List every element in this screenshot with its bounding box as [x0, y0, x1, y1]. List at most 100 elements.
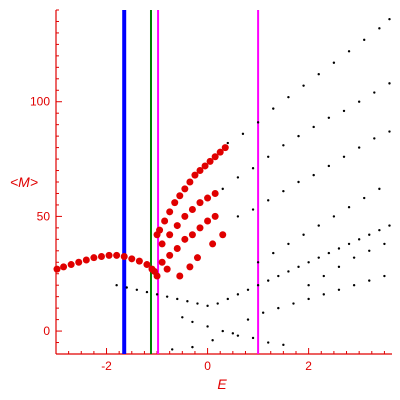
red-point — [75, 258, 83, 266]
black-point — [272, 107, 275, 110]
black-point — [327, 251, 331, 255]
black-point — [332, 61, 336, 64]
black-point — [165, 295, 169, 298]
black-point — [267, 279, 270, 282]
black-point — [337, 247, 341, 250]
y-tick-label: 0 — [43, 324, 50, 338]
red-point — [196, 224, 204, 232]
red-point — [171, 199, 179, 207]
red-point — [135, 257, 143, 265]
black-point — [171, 348, 174, 351]
black-point — [277, 306, 280, 310]
black-point — [267, 155, 270, 158]
black-point — [322, 274, 325, 278]
black-point — [378, 27, 381, 30]
axes — [55, 9, 392, 355]
black-point — [181, 316, 184, 319]
black-point — [256, 121, 260, 124]
red-point — [206, 157, 214, 165]
black-point — [337, 265, 341, 269]
y-axis-label: <M> — [10, 174, 38, 190]
black-point — [342, 155, 346, 158]
red-point — [219, 231, 227, 239]
red-point — [156, 226, 164, 234]
red-point — [196, 199, 204, 207]
black-point — [352, 284, 356, 287]
red-point — [186, 178, 194, 186]
red-point — [204, 194, 212, 202]
black-point — [186, 300, 189, 303]
black-point — [226, 141, 229, 145]
red-point — [113, 251, 121, 259]
red-point — [204, 217, 212, 225]
red-point — [97, 253, 105, 261]
data-points — [53, 17, 391, 351]
black-point — [327, 116, 331, 119]
red-point — [181, 185, 189, 193]
black-point — [312, 125, 315, 129]
red-point — [211, 212, 219, 220]
red-point — [60, 263, 68, 271]
red-point — [82, 256, 90, 264]
black-point — [297, 134, 300, 138]
black-point — [206, 325, 209, 328]
black-point — [196, 302, 199, 305]
black-point — [302, 84, 305, 87]
black-point — [231, 332, 235, 335]
red-point — [173, 222, 181, 230]
black-point — [256, 261, 260, 264]
red-point — [105, 251, 113, 259]
red-point — [163, 265, 171, 273]
black-point — [251, 167, 255, 170]
black-point — [191, 345, 194, 349]
red-point — [176, 192, 184, 200]
black-point — [251, 336, 255, 340]
y-tick-label: 100 — [30, 95, 50, 109]
red-point — [90, 254, 98, 262]
black-point — [373, 137, 376, 140]
red-point — [181, 235, 189, 243]
black-point — [287, 270, 290, 273]
red-point — [173, 245, 181, 253]
black-point — [226, 297, 229, 301]
black-point — [221, 329, 224, 333]
red-point — [211, 189, 219, 197]
black-point — [236, 334, 240, 337]
black-point — [388, 224, 391, 227]
black-point — [347, 50, 351, 53]
red-point — [201, 162, 209, 170]
red-point — [53, 265, 61, 273]
black-point — [383, 274, 386, 278]
x-tick-label: -2 — [101, 359, 112, 373]
y-tick-label: 50 — [37, 209, 51, 223]
red-point — [196, 167, 204, 175]
black-point — [272, 251, 275, 255]
black-point — [206, 304, 209, 308]
black-point — [145, 290, 149, 294]
black-point — [312, 173, 315, 177]
black-point — [297, 265, 300, 269]
red-point — [158, 258, 166, 266]
black-point — [115, 284, 118, 287]
black-point — [282, 144, 285, 147]
black-point — [388, 17, 391, 21]
red-point — [193, 254, 201, 262]
red-point — [143, 261, 151, 269]
black-point — [135, 288, 139, 291]
black-point — [363, 196, 366, 200]
red-point — [158, 240, 166, 248]
red-point — [153, 272, 161, 280]
black-point — [373, 91, 376, 94]
red-point — [120, 253, 128, 261]
red-point — [211, 153, 219, 161]
red-point — [166, 231, 174, 239]
black-point — [342, 109, 346, 113]
black-point — [236, 293, 240, 296]
vertical-lines — [122, 10, 260, 354]
black-point — [216, 302, 219, 305]
black-point — [211, 339, 214, 342]
black-point — [292, 302, 295, 305]
black-point — [363, 38, 366, 42]
red-point — [209, 240, 217, 248]
black-point — [261, 311, 265, 314]
